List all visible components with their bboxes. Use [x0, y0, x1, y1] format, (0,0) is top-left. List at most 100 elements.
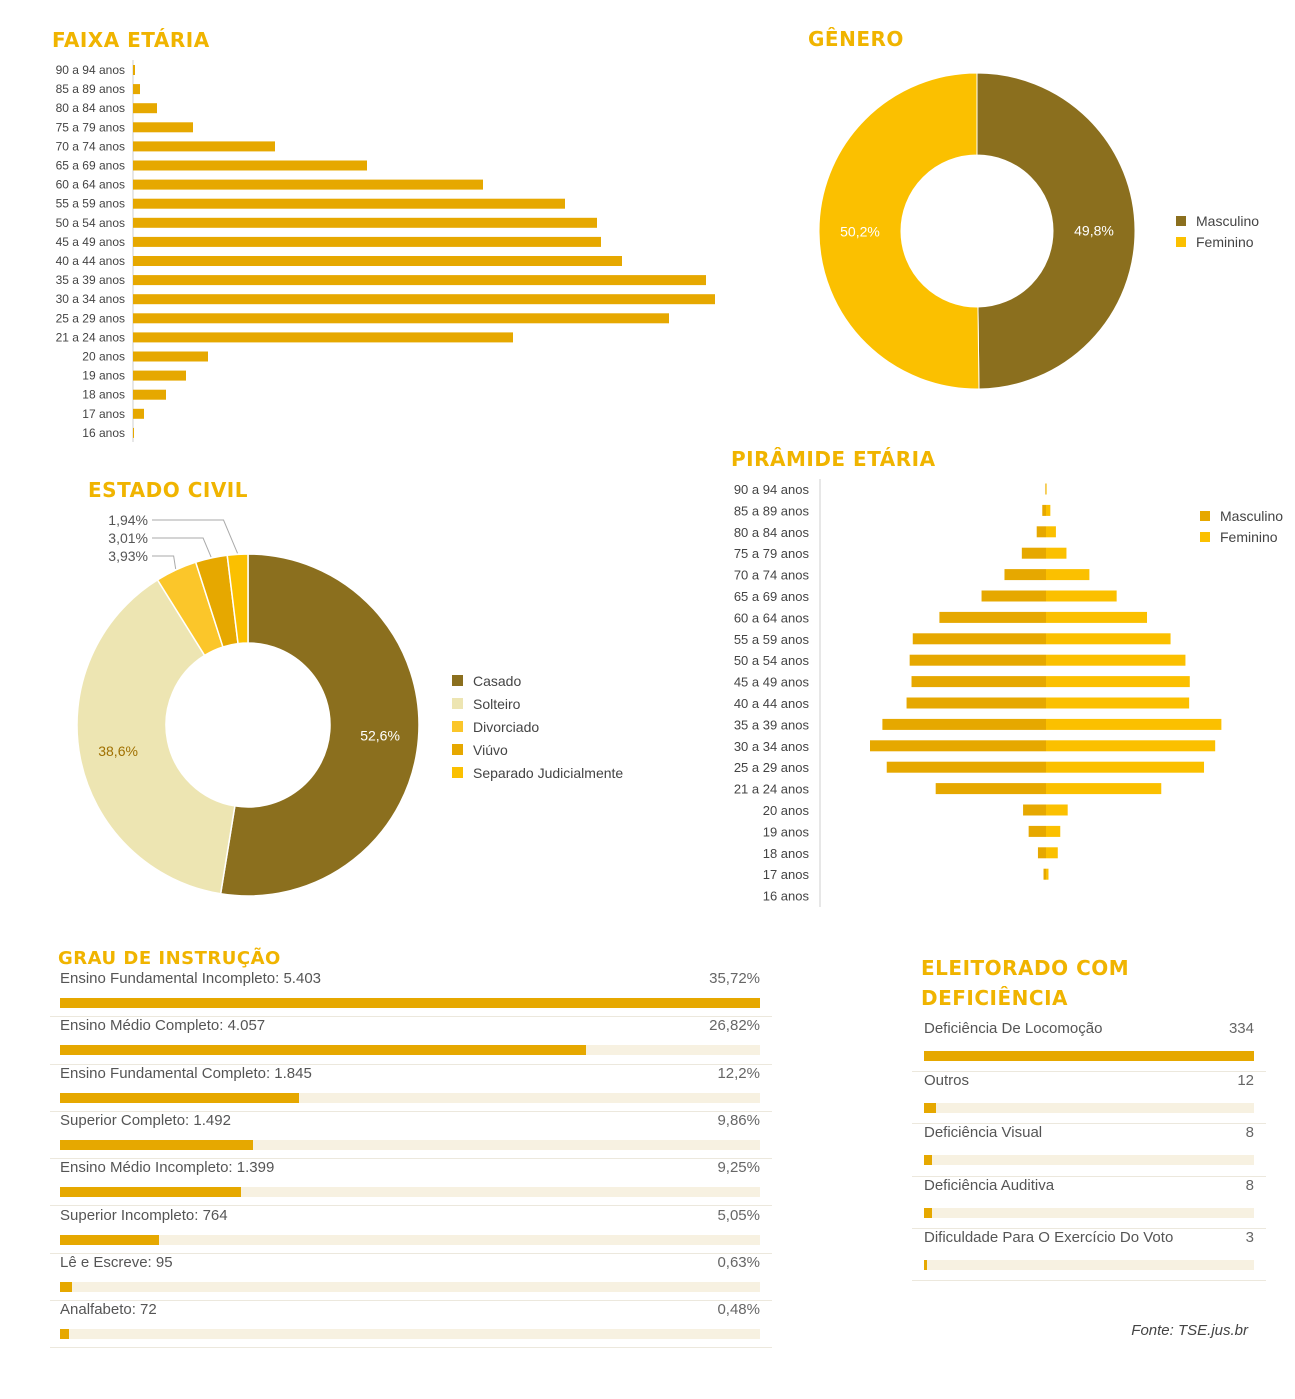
faixa-etaria-chart: 90 a 94 anos 85 a 89 anos 80 a 84 anos 75 a…: [56, 60, 715, 442]
faixa-tick-label: 80 a 84 anos: [56, 101, 125, 115]
deficiencia-row: Outros 12: [912, 1072, 1266, 1125]
piramide-bar-feminino: [1046, 569, 1090, 581]
deficiencia-track: [924, 1051, 1254, 1061]
grau-row: Lê e Escreve: 95 0,63%: [50, 1254, 772, 1302]
estado-legend-swatch: [452, 767, 463, 778]
faixa-tick-label: 40 a 44 anos: [56, 254, 125, 268]
piramide-tick-label: 75 a 79 anos: [734, 546, 810, 561]
piramide-tick-label: 16 anos: [763, 889, 810, 904]
piramide-etaria-title: PIRÂMIDE ETÁRIA: [731, 447, 936, 471]
piramide-bar-masculino: [886, 761, 1046, 773]
deficiencia-track: [924, 1155, 1254, 1166]
piramide-tick-label: 50 a 54 anos: [734, 653, 810, 668]
piramide-tick-label: 65 a 69 anos: [734, 589, 810, 604]
faixa-tick-label: 85 a 89 anos: [56, 82, 125, 96]
deficiencia-row: Deficiência Auditiva 8: [912, 1177, 1266, 1229]
deficiencia-fill: [924, 1155, 932, 1166]
piramide-bar-feminino: [1046, 825, 1061, 837]
grau-instrucao-panel: Ensino Fundamental Incompleto: 5.403 35,7…: [50, 970, 772, 1350]
grau-fill: [60, 1139, 254, 1150]
grau-track: [60, 1329, 760, 1340]
grau-label: Superior Completo: 1.492: [60, 1111, 231, 1129]
piramide-bar-masculino: [906, 697, 1046, 709]
estado-legend-label: Viúvo: [473, 742, 508, 758]
estado-slice-label: 52,6%: [360, 728, 400, 744]
grau-value: 35,72%: [709, 970, 760, 987]
deficiencia-row: Dificuldade Para O Exercício Do Voto 3: [912, 1229, 1266, 1281]
piramide-bar-feminino: [1046, 740, 1216, 752]
piramide-tick-label: 40 a 44 anos: [734, 696, 810, 711]
grau-row: Superior Completo: 1.492 9,86%: [50, 1111, 772, 1160]
faixa-bar: [133, 256, 622, 266]
faixa-tick-label: 70 a 74 anos: [56, 139, 125, 153]
estado-legend-label: Separado Judicialmente: [473, 765, 623, 781]
estado-legend-swatch: [452, 675, 463, 686]
genero-legend-swatch: [1176, 237, 1186, 247]
piramide-bar-feminino: [1046, 761, 1205, 773]
faixa-bar: [133, 122, 193, 133]
grau-fill: [60, 1092, 300, 1103]
estado-legend-swatch: [452, 698, 463, 709]
piramide-bar-feminino: [1046, 633, 1171, 645]
faixa-bar: [133, 236, 601, 247]
faixa-tick-label: 90 a 94 anos: [56, 63, 125, 77]
piramide-legend-label: Masculino: [1220, 508, 1283, 524]
deficiencia-track: [924, 1259, 1254, 1270]
grau-row: Ensino Médio Incompleto: 1.399 9,25%: [50, 1159, 772, 1207]
piramide-tick-label: 55 a 59 anos: [734, 632, 810, 647]
estado-leader-line: [152, 555, 177, 570]
piramide-bar-feminino: [1046, 804, 1068, 816]
estado-leader-line: [152, 537, 212, 558]
estado-legend-swatch: [452, 721, 463, 732]
faixa-bar: [133, 141, 275, 152]
piramide-bar-masculino: [870, 740, 1046, 752]
faixa-bar: [133, 408, 144, 419]
piramide-bar-masculino: [1037, 847, 1046, 859]
faixa-tick-label: 65 a 69 anos: [56, 159, 125, 173]
deficiencia-track: [924, 1207, 1254, 1218]
genero-legend-swatch: [1176, 216, 1186, 226]
grau-label: Superior Incompleto: 764: [60, 1206, 228, 1224]
grau-track: [60, 1092, 760, 1103]
piramide-tick-label: 35 a 39 anos: [734, 717, 810, 732]
grau-fill: [60, 1281, 73, 1292]
estado-slice: [219, 553, 420, 897]
grau-fill: [60, 1234, 159, 1245]
deficiencia-row: Deficiência Visual 8: [912, 1124, 1266, 1177]
piramide-legend-label: Feminino: [1220, 529, 1278, 545]
deficiencia-track: [924, 1103, 1254, 1114]
piramide-bar-feminino: [1046, 504, 1051, 516]
piramide-bar-masculino: [911, 676, 1046, 688]
grau-value: 5,05%: [717, 1206, 760, 1224]
grau-label: Ensino Médio Incompleto: 1.399: [60, 1159, 275, 1177]
grau-track: [60, 1187, 760, 1198]
grau-value: 12,2%: [717, 1064, 760, 1082]
piramide-bar-masculino: [909, 654, 1046, 666]
faixa-tick-label: 19 anos: [82, 369, 125, 383]
faixa-bar: [133, 198, 565, 209]
piramide-tick-label: 90 a 94 anos: [734, 482, 810, 497]
piramide-tick-label: 25 a 29 anos: [734, 760, 810, 775]
faixa-tick-label: 35 a 39 anos: [56, 273, 125, 287]
estado-legend-label: Casado: [473, 673, 521, 689]
faixa-bar: [133, 84, 140, 95]
piramide-tick-label: 21 a 24 anos: [734, 782, 810, 797]
genero-legend-label: Feminino: [1196, 234, 1254, 250]
deficiencia-label: Deficiência De Locomoção: [924, 1020, 1103, 1037]
grau-fill: [60, 1329, 70, 1340]
piramide-legend-swatch: [1200, 532, 1210, 542]
faixa-bar: [133, 370, 186, 381]
faixa-tick-label: 75 a 79 anos: [56, 120, 125, 134]
estado-civil-donut-chart: 52,6% 38,6% 1,94% 3,01% 3,93% Casado Solteiro D…: [76, 512, 623, 897]
grau-row: Analfabeto: 72 0,48%: [50, 1301, 772, 1349]
grau-label: Analfabeto: 72: [60, 1301, 157, 1319]
deficiencia-fill: [924, 1259, 927, 1270]
deficiencia-fill: [924, 1207, 932, 1218]
piramide-bar-masculino: [1045, 483, 1046, 495]
piramide-bar-feminino: [1046, 783, 1162, 795]
grau-fill: [60, 1045, 586, 1056]
deficiencia-label: Deficiência Auditiva: [924, 1176, 1055, 1194]
faixa-bar: [133, 351, 208, 362]
grau-label: Ensino Fundamental Incompleto: 5.403: [60, 970, 321, 987]
grau-value: 26,82%: [709, 1017, 760, 1035]
